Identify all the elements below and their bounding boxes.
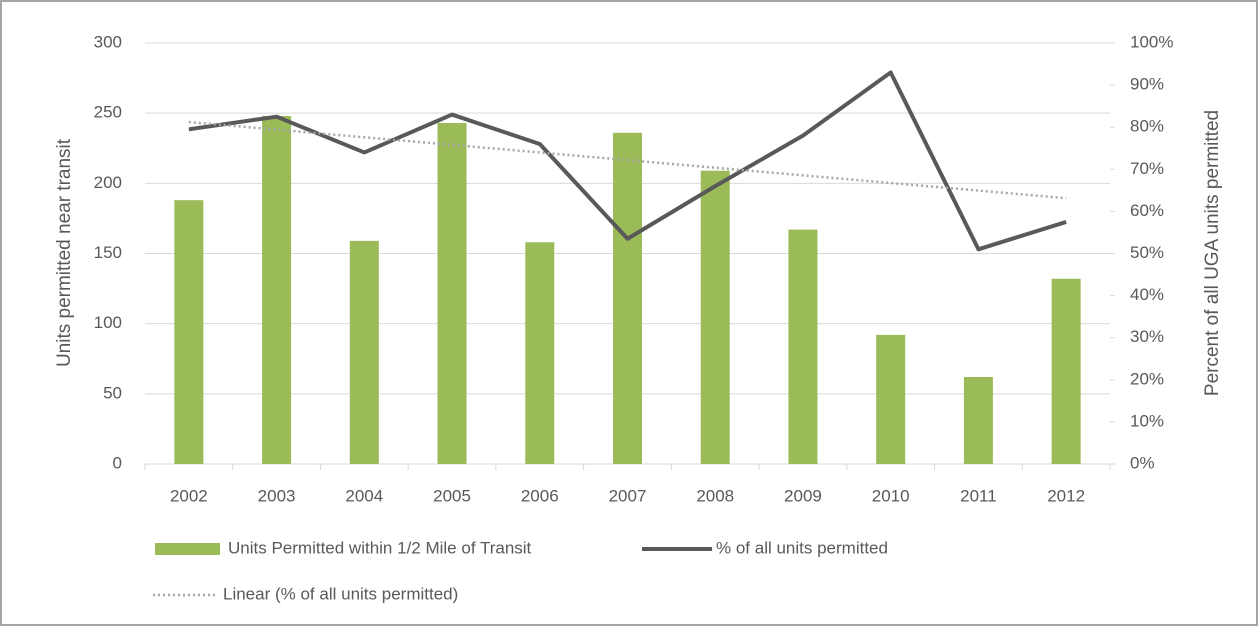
- y2-tick-label: 30%: [1130, 327, 1164, 346]
- x-tick-label: 2005: [433, 486, 471, 505]
- x-tick-label: 2012: [1047, 486, 1085, 505]
- bar: [349, 240, 379, 464]
- y2-tick-label: 90%: [1130, 75, 1164, 94]
- y-tick-label: 100: [94, 313, 122, 332]
- y2-tick-label: 0%: [1130, 453, 1155, 472]
- y2-tick-label: 60%: [1130, 201, 1164, 220]
- bar: [700, 170, 730, 464]
- y2-tick-label: 40%: [1130, 285, 1164, 304]
- y-tick-label: 0: [113, 453, 122, 472]
- x-tick-label: 2009: [784, 486, 822, 505]
- x-tick-label: 2008: [696, 486, 734, 505]
- x-tick-label: 2010: [872, 486, 910, 505]
- legend-label: Units Permitted within 1/2 Mile of Trans…: [228, 538, 532, 557]
- bar: [174, 200, 204, 464]
- x-tick-label: 2003: [258, 486, 296, 505]
- bar: [1051, 278, 1081, 464]
- legend-swatch: [155, 543, 220, 555]
- y-tick-label: 250: [94, 103, 122, 122]
- bar: [437, 122, 467, 465]
- y2-axis-label: Percent of all UGA units permitted: [1202, 110, 1223, 396]
- bar: [613, 132, 642, 464]
- y2-tick-label: 70%: [1130, 159, 1164, 178]
- bar: [876, 334, 906, 464]
- legend-label: Linear (% of all units permitted): [223, 584, 458, 603]
- x-tick-label: 2006: [521, 486, 559, 505]
- x-tick-label: 2007: [609, 486, 647, 505]
- y2-tick-label: 10%: [1130, 411, 1164, 430]
- bar: [963, 376, 993, 464]
- x-tick-label: 2011: [960, 486, 997, 505]
- y2-tick-label: 50%: [1130, 243, 1164, 262]
- x-tick-label: 2004: [345, 486, 383, 505]
- line-series: [188, 70, 1067, 252]
- y-tick-label: 300: [94, 32, 122, 51]
- y2-tick-label: 80%: [1130, 117, 1164, 136]
- bar: [525, 242, 555, 464]
- bar: [788, 229, 818, 464]
- bar: [262, 115, 292, 465]
- y-axis-label: Units permitted near transit: [54, 138, 75, 367]
- y2-tick-label: 20%: [1130, 369, 1164, 388]
- y-tick-label: 200: [94, 173, 122, 192]
- trend-line: [188, 120, 1067, 200]
- y-tick-label: 150: [94, 243, 122, 262]
- y2-tick-label: 100%: [1130, 32, 1173, 51]
- legend-label: % of all units permitted: [716, 538, 888, 557]
- x-tick-label: 2002: [170, 486, 208, 505]
- y-tick-label: 50: [103, 383, 122, 402]
